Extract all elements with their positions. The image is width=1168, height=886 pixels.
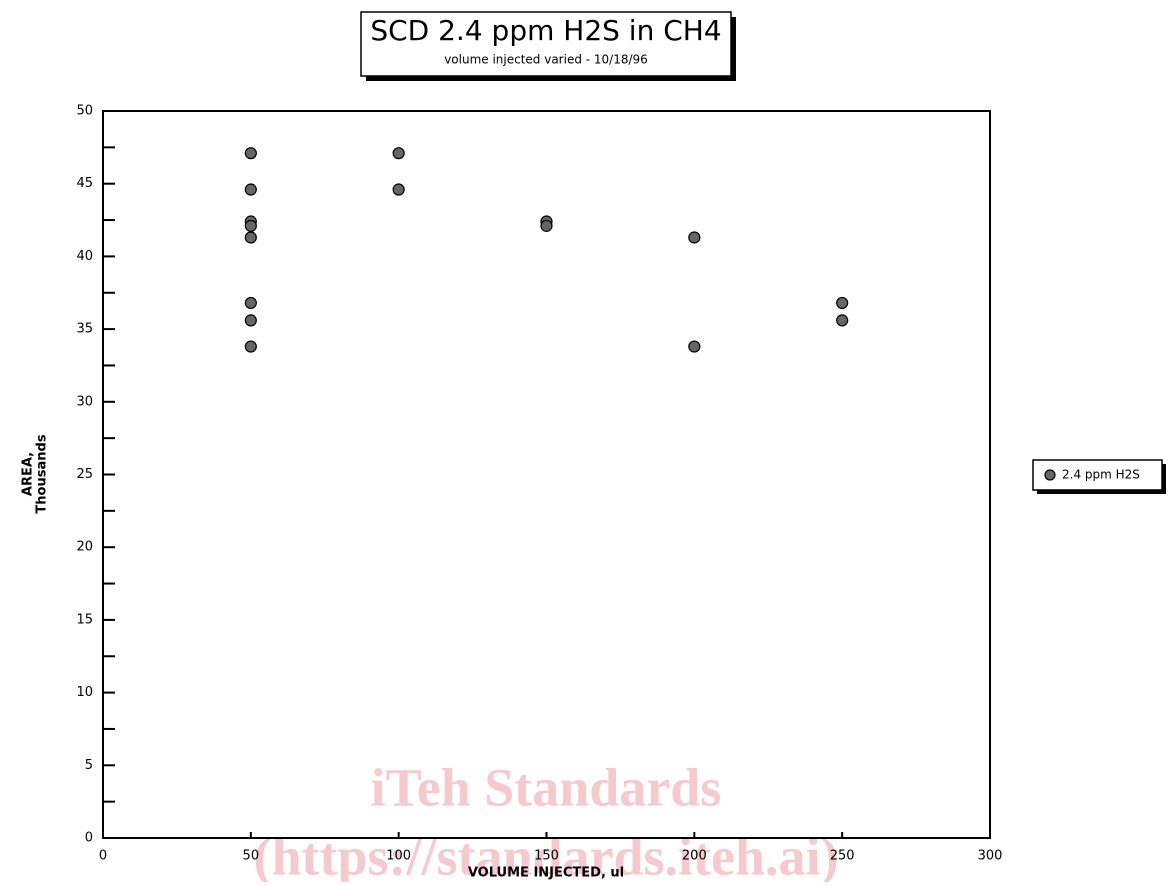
point (244, 296, 257, 310)
y-tick-label: 25 (76, 467, 93, 482)
legend-marker (1044, 469, 1056, 481)
point (392, 147, 405, 160)
x-tick-label: 50 (243, 849, 260, 864)
y-tick-label: 45 (76, 176, 93, 191)
x-tick-label: 300 (978, 849, 1003, 864)
x-axis-label: VOLUME INJECTED, ul (468, 866, 624, 881)
chart-title: SCD 2.4 ppm H2S in CH4 (370, 14, 721, 47)
y-tick-label: 0 (85, 831, 93, 846)
y-tick-label: 20 (76, 540, 93, 555)
y-tick-label: 50 (76, 104, 93, 119)
point (688, 231, 701, 244)
x-tick-label: 0 (99, 849, 107, 864)
point (244, 231, 257, 244)
chart-subtitle: volume injected varied - 10/18/96 (444, 53, 648, 67)
watermark: iTeh Standards (371, 757, 722, 817)
y-axis-label: Thousands (35, 434, 50, 513)
y-tick-label: 30 (76, 394, 93, 409)
x-tick-label: 150 (534, 849, 559, 864)
y-tick-label: 40 (76, 249, 93, 264)
point (540, 219, 553, 232)
point (244, 219, 257, 232)
point (836, 314, 849, 327)
y-tick-label: 35 (76, 322, 93, 337)
point (244, 147, 257, 160)
point (244, 314, 257, 327)
point (392, 183, 405, 196)
x-tick-label: 200 (682, 849, 707, 864)
y-tick-label: 15 (76, 612, 93, 627)
x-tick-label: 100 (386, 849, 411, 864)
point (244, 340, 257, 353)
legend-label: 2.4 ppm H2S (1062, 468, 1140, 482)
x-tick-label: 250 (830, 849, 855, 864)
y-axis-label: AREA, (21, 452, 36, 496)
point (244, 183, 257, 196)
point (836, 296, 849, 310)
point (688, 340, 701, 353)
title-box (360, 11, 732, 77)
y-tick-label: 10 (76, 685, 93, 700)
y-tick-label: 5 (85, 758, 93, 773)
